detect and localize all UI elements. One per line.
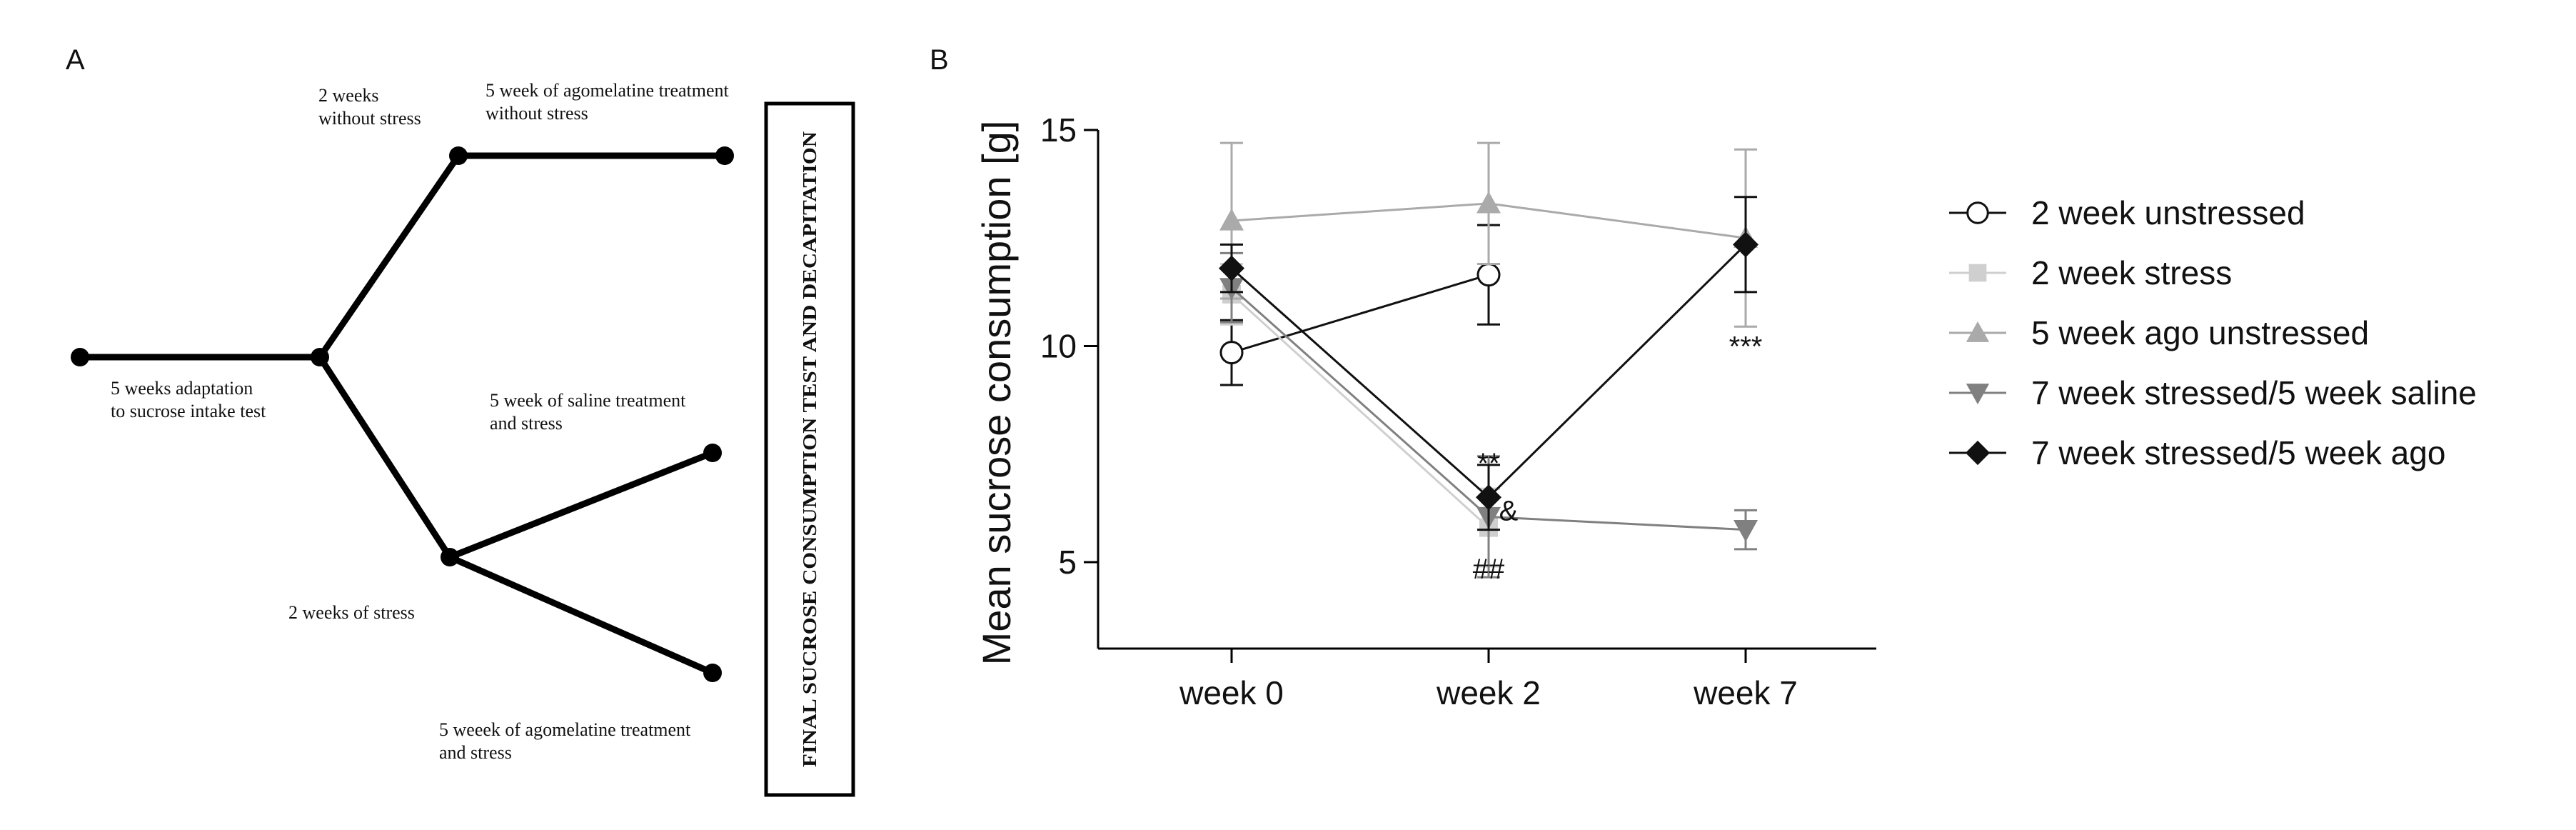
legend-label-7-week-stressed-5-week-saline: 7 week stressed/5 week saline: [2031, 374, 2477, 411]
legend-marker-5-week-ago-unstressed: [1966, 321, 1990, 342]
significance-annotation: ##: [1473, 554, 1505, 585]
stress-label: 2 weeks of stress: [288, 602, 415, 623]
node-stress: [441, 548, 459, 566]
y-tick-label: 10: [1040, 328, 1077, 365]
no-stress-label-1: 2 weeks: [318, 85, 378, 106]
legend-label-7-week-stressed-5-week-ago: 7 week stressed/5 week ago: [2031, 434, 2445, 471]
legend: 2 week unstressed 2 week stress 5 week ago…: [1949, 194, 2477, 471]
series-line-2-week-stress: [1230, 293, 1490, 529]
legend-marker-2-week-unstressed: [1966, 201, 1989, 224]
data-point-7-week-stressed-5-week-ago: [1733, 231, 1759, 258]
data-point-2-week-unstressed: [1476, 263, 1501, 287]
timeline-nodes: [71, 146, 734, 682]
node-no-stress: [449, 146, 468, 165]
data-point-5-week-ago-unstressed: [1219, 209, 1244, 231]
node-start: [71, 348, 89, 366]
saline-stress-line: [446, 449, 716, 561]
data-point-2-week-unstressed: [1219, 341, 1244, 365]
y-tick-label: 15: [1040, 111, 1077, 149]
final-test-label: FINAL SUCROSE CONSUMPTION TEST AND DECAP…: [799, 131, 820, 767]
agomelatine-stress-label-1: 5 weeek of agomelatine treatment: [439, 719, 691, 740]
significance-annotation: **: [1477, 448, 1499, 479]
node-agomelatine-stress-end: [703, 664, 722, 682]
x-tick-label: week 2: [1436, 674, 1541, 711]
data-point-7-week-stressed-5-week-saline: [1734, 520, 1758, 542]
x-tick-label: week 7: [1693, 674, 1798, 711]
significance-annotation: ***: [1729, 331, 1763, 363]
x-tick-label: week 0: [1179, 674, 1284, 711]
saline-stress-label-1: 5 week of saline treatment: [490, 390, 686, 411]
legend-marker-7-week-stressed-5-week-ago: [1965, 440, 1991, 466]
node-split: [311, 348, 329, 366]
data-point-7-week-stressed-5-week-ago: [1219, 255, 1244, 281]
agomelatine-unstressed-label-1: 5 week of agomelatine treatment: [485, 80, 730, 101]
chart-layer: 5 10 15 week 0 week 2 week 7 **& ## ***: [1040, 111, 1876, 711]
panel-a-label: A: [66, 44, 85, 76]
final-test-box: [764, 101, 855, 797]
adaptation-label-1: 5 weeks adaptation: [111, 378, 253, 399]
stress-branch: [316, 354, 453, 561]
y-tick-label: 5: [1058, 544, 1077, 581]
adaptation-label-2: to sucrose intake test: [111, 401, 266, 421]
no-stress-branch: [316, 152, 462, 361]
panel-b: B Mean sucrose consumption [g] 5 10 15 week…: [930, 44, 2477, 711]
series-line-2-week-unstressed: [1231, 274, 1489, 354]
legend-label-2-week-stress: 2 week stress: [2031, 254, 2232, 291]
data-point-7-week-stressed-5-week-ago: [1476, 484, 1501, 511]
significance-annotation: &: [1499, 495, 1519, 526]
node-saline-end: [703, 444, 722, 462]
agomelatine-unstressed-label-2: without stress: [485, 103, 588, 124]
y-axis-label: Mean sucrose consumption [g]: [974, 121, 1019, 666]
legend-label-5-week-ago-unstressed: 5 week ago unstressed: [2031, 314, 2369, 351]
legend-marker-7-week-stressed-5-week-saline: [1966, 384, 1990, 405]
data-point-5-week-ago-unstressed: [1476, 191, 1501, 214]
agomelatine-stress-label-2: and stress: [439, 742, 512, 763]
panel-b-label: B: [930, 44, 949, 76]
node-agomelatine-unstressed-end: [715, 146, 734, 165]
legend-marker-2-week-stress: [1968, 264, 1987, 282]
timeline-lines: [76, 152, 728, 676]
saline-stress-label-2: and stress: [490, 413, 563, 434]
agomelatine-stress-line: [446, 554, 716, 676]
no-stress-label-2: without stress: [318, 108, 421, 129]
panel-a: A 5 weeks adaptation to sucrose intake t…: [66, 44, 855, 797]
legend-label-2-week-unstressed: 2 week unstressed: [2031, 194, 2305, 231]
